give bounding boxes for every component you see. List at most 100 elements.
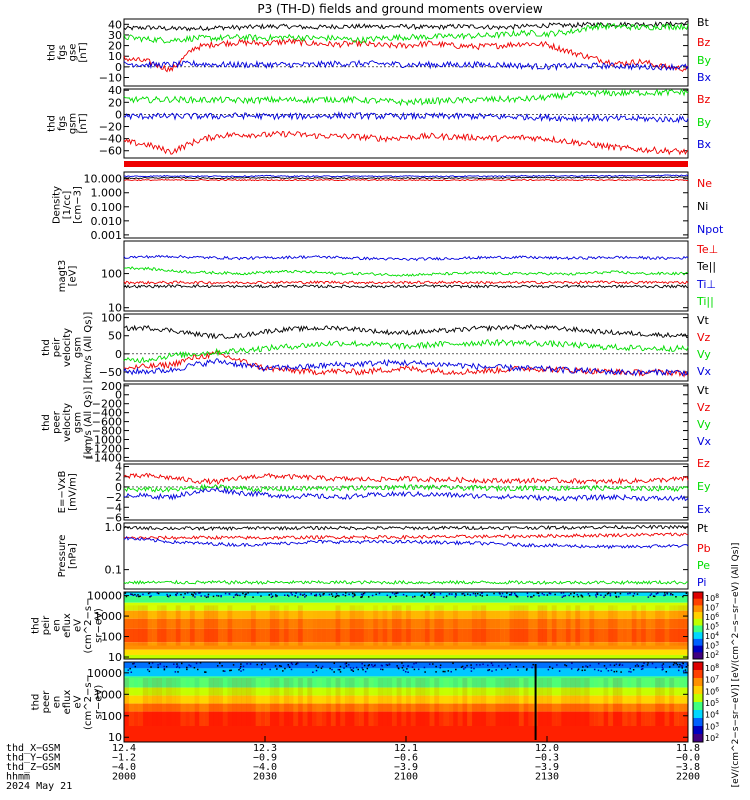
panel-frame [123,240,689,312]
heatmap-speckle [680,665,683,667]
heatmap-speckle [455,593,457,595]
heatmap-speckle [537,592,540,595]
heatmap-speckle [204,595,206,597]
heatmap-speckle [276,668,278,670]
colorbar-tick-label: 106 [705,612,719,622]
heatmap-speckle [335,592,338,595]
heatmap-speckle [355,666,358,669]
heatmap-speckle [328,593,331,596]
heatmap-speckle [636,593,639,595]
heatmap-column [655,605,661,646]
heatmap-speckle [295,663,297,666]
heatmap-column [316,605,322,646]
heatmap-speckle [261,668,263,670]
heatmap-speckle [675,596,677,598]
heatmap-speckle [362,592,365,595]
heatmap-column [415,605,421,646]
heatmap-column [396,678,402,726]
heatmap-speckle [508,593,511,596]
heatmap-speckle [321,665,324,668]
heatmap-column [340,678,346,726]
heatmap-column [401,678,407,726]
series-line-Pi [123,535,689,550]
heatmap-column [185,605,191,646]
heatmap-column [556,678,562,726]
heatmap-speckle [491,664,494,667]
heatmap-column [429,605,435,646]
heatmap-speckle [157,592,160,595]
heatmap-column [518,605,524,646]
x-axis-row-label: thd_Z−GSM [6,762,60,773]
series-line-Ni [123,176,689,180]
series-line-Ti|| [123,266,689,277]
heatmap-column [250,678,256,726]
heatmap-speckle [487,664,489,667]
series-line-Bx [123,59,689,72]
heatmap-speckle [412,596,414,598]
heatmap-speckle [469,594,472,596]
heatmap-column [161,605,167,646]
colorbar-segment [693,645,703,653]
heatmap-column [274,605,280,646]
heatmap-speckle [150,666,152,668]
heatmap-speckle [353,594,356,597]
heatmap-speckle [264,663,266,666]
heatmap-speckle [240,670,242,672]
heatmap-speckle [428,663,431,665]
heatmap-speckle [333,671,335,673]
heatmap-speckle [526,668,528,670]
colorbar-frame [692,661,704,743]
legend-entry: Npot [697,223,724,236]
heatmap-speckle [220,594,222,597]
heatmap-speckle [378,592,381,595]
heatmap-column [424,678,430,726]
heatmap-speckle [224,592,227,595]
heatmap-speckle [189,665,192,667]
heatmap-speckle [493,592,495,595]
heatmap-column [420,678,426,726]
heatmap-column [556,605,562,646]
y-tick-label: 0 [115,348,122,361]
colorbar-tick-label: 103 [705,641,719,651]
heatmap-speckle [665,670,668,673]
heatmap-speckle [149,592,151,594]
heatmap-speckle [615,596,618,598]
heatmap-column [678,678,684,726]
heatmap-speckle [351,592,354,595]
y-tick-label: −60 [99,145,122,158]
heatmap-speckle [296,662,298,665]
y-tick-label: 100 [101,631,122,644]
heatmap-speckle [490,662,493,665]
heatmap-speckle [541,592,544,595]
heatmap-speckle [633,592,636,595]
heatmap-speckle [486,594,488,596]
heatmap-speckle [433,596,436,599]
colorbar-segment [693,638,703,646]
heatmap-column [561,678,567,726]
heatmap-peer-spec [124,662,689,742]
heatmap-speckle [385,663,388,666]
series-line-Bz [123,38,689,73]
heatmap-speckle [344,663,347,665]
y-tick-label: −1400 [85,451,122,464]
y-tick-label: 1.0 [105,521,123,534]
heatmap-speckle [629,592,631,595]
heatmap-speckle [395,592,397,595]
heatmap-speckle [349,667,352,669]
heatmap-speckle [366,667,369,670]
heatmap-speckle [595,596,598,598]
y-tick-label: 1000 [94,610,122,623]
heatmap-column [415,678,421,726]
x-axis-row-label: thd_X−GSM [6,743,60,754]
heatmap-speckle [138,595,140,598]
heatmap-speckle [450,670,452,673]
y-axis-label: eV [73,695,84,708]
heatmap-speckle [509,663,511,666]
heatmap-speckle [220,595,222,598]
heatmap-band [124,662,688,669]
y-tick-label: 10000 [87,667,122,680]
heatmap-speckle [597,662,600,665]
heatmap-speckle [322,593,325,595]
legend-entry: Ey [697,480,711,493]
